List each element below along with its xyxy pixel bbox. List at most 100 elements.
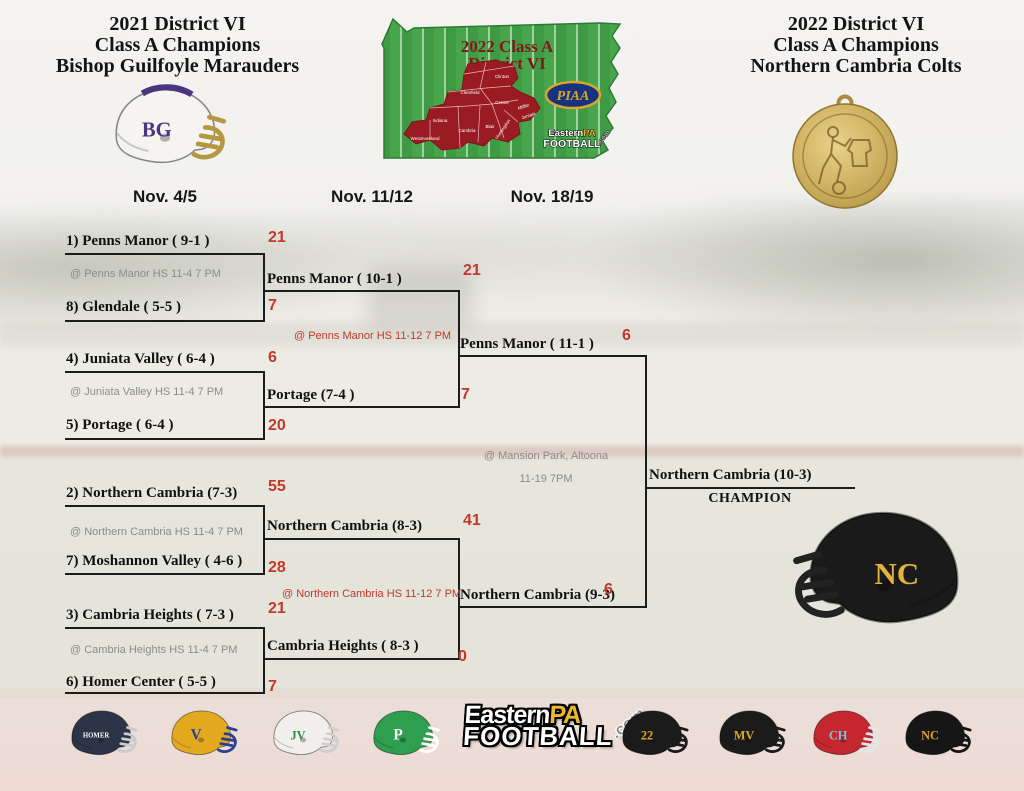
venue-label: @ Cambria Heights HS 11-4 7 PM — [70, 644, 238, 656]
district-map: 2022 Class A District VI Clinton Clearfi… — [381, 17, 622, 159]
county-label: Blair — [485, 124, 495, 129]
brand-pa: PA — [583, 128, 596, 139]
svg-text:V: V — [190, 726, 201, 743]
bracket-line — [65, 505, 265, 507]
county-label: Clinton — [495, 74, 510, 79]
left-title-line1: 2021 District VI — [109, 13, 246, 35]
district-region: Clinton Clearfield Centre Indiana Cambri… — [403, 59, 541, 151]
helmet-icon-northern-cambria: NC — [898, 705, 972, 765]
left-champion-title: 2021 District VI Class A Champions Bisho… — [25, 14, 330, 77]
bracket-line — [65, 371, 265, 373]
left-title-line3: Bishop Guilfoyle Marauders — [55, 55, 300, 77]
bracket-line — [263, 406, 460, 408]
team-label: 8) Glendale ( 5-5 ) — [66, 299, 181, 315]
team-label: Northern Cambria (8-3) — [267, 518, 422, 534]
svg-text:EasternPA: EasternPA — [548, 128, 595, 139]
team-label: 7) Moshannon Valley ( 4-6 ) — [66, 553, 243, 569]
score: 21 — [268, 229, 286, 246]
helmet-icon-moshannon-valley: MV — [712, 705, 786, 765]
svg-text:NC: NC — [921, 728, 939, 742]
bracket-line — [263, 253, 265, 322]
svg-text:MV: MV — [734, 728, 755, 742]
team-label: 4) Juniata Valley ( 6-4 ) — [66, 351, 215, 367]
right-title-line1: 2022 District VI — [787, 13, 925, 35]
svg-text:JV: JV — [291, 728, 306, 742]
bracket-line — [65, 320, 265, 322]
venue-label: @ Penns Manor HS 11-4 7 PM — [70, 268, 221, 280]
team-label: Cambria Heights ( 8-3 ) — [267, 638, 419, 654]
bracket-line — [645, 487, 855, 489]
venue-label: 11-19 7PM — [519, 473, 573, 485]
team-label: 6) Homer Center ( 5-5 ) — [66, 674, 216, 690]
helmet-icon-penns-manor: 22 — [615, 705, 689, 765]
right-champion-title: 2022 District VI Class A Champions North… — [700, 14, 1012, 77]
county-label: Indiana — [433, 118, 448, 123]
bracket-line — [458, 606, 647, 608]
venue-label: @ Juniata Valley HS 11-4 7 PM — [70, 386, 224, 398]
bracket-line — [458, 290, 460, 408]
svg-text:22: 22 — [641, 728, 653, 742]
date-final: Nov. 18/19 — [510, 187, 594, 206]
team-label: 3) Cambria Heights ( 7-3 ) — [66, 607, 234, 623]
county-label: Centre — [495, 100, 509, 105]
piaa-logo: PIAA — [544, 80, 602, 110]
venue-label: @ Mansion Park, Altoona — [483, 450, 609, 462]
bracket-line — [65, 573, 265, 575]
score: 0 — [458, 648, 467, 665]
county-label: Mifflin — [517, 102, 530, 111]
score: 7 — [268, 678, 277, 695]
piaa-champion-medal — [792, 94, 898, 209]
bracket-line — [263, 658, 460, 660]
date-semifinal: Nov. 11/12 — [331, 187, 413, 206]
team-label: Northern Cambria (9-3) — [460, 587, 615, 603]
background-treeline — [0, 198, 1024, 328]
venue-label: @ Northern Cambria HS 11-4 7 PM — [70, 526, 243, 538]
svg-text:HOMER: HOMER — [83, 732, 109, 739]
champion-label: CHAMPION — [708, 491, 792, 506]
bracket-line — [458, 538, 460, 660]
score: 6 — [622, 327, 631, 344]
champion-name: Northern Cambria (10-3) — [649, 467, 812, 483]
left-title-line2: Class A Champions — [94, 34, 261, 56]
score: 7 — [461, 386, 470, 403]
background-track-line — [0, 446, 1024, 457]
score: 41 — [463, 512, 481, 529]
helmet-icon-juniata-valley: JV — [266, 705, 340, 765]
team-label: Penns Manor ( 10-1 ) — [267, 271, 402, 287]
bracket-line — [65, 253, 265, 255]
county-label: Clearfield — [460, 90, 480, 95]
team-label: Portage (7-4 ) — [267, 387, 355, 403]
background-building — [368, 268, 473, 330]
bracket-line — [645, 355, 647, 608]
easternpa-mini-logo: EasternPA FOOTBALL .com — [543, 127, 613, 150]
svg-text:BG: BG — [142, 120, 172, 142]
svg-text:NC: NC — [875, 557, 920, 591]
easternpa-football-logo: EasternPA FOOTBALL .com — [462, 701, 648, 751]
northern-cambria-helmet-icon: NC — [792, 498, 977, 648]
svg-text:CH: CH — [829, 728, 848, 742]
right-title-line2: Class A Champions — [773, 34, 939, 56]
helmet-icon-cambria-heights: CH — [806, 705, 880, 765]
score: 6 — [604, 581, 613, 598]
score: 21 — [463, 262, 481, 279]
county-label: Cambria — [458, 128, 476, 133]
score: 20 — [268, 417, 286, 434]
bracket-line — [263, 538, 460, 540]
right-title-line3: Northern Cambria Colts — [750, 55, 962, 77]
bracket-line — [458, 355, 647, 357]
bishop-guilfoyle-helmet-icon: BG — [103, 80, 227, 179]
helmet-icon-glendale: V — [164, 705, 238, 765]
team-label: 5) Portage ( 6-4 ) — [66, 417, 174, 433]
brand-eastern: Eastern — [548, 128, 583, 139]
bracket-line — [263, 371, 265, 440]
venue-label: @ Penns Manor HS 11-12 7 PM — [294, 330, 452, 342]
helmet-icon-portage: P — [366, 705, 440, 765]
bracket-line — [263, 505, 265, 575]
bracket-line — [65, 692, 265, 694]
date-round1: Nov. 4/5 — [133, 187, 197, 206]
county-label: Westmoreland — [411, 136, 440, 141]
score: 21 — [268, 600, 286, 617]
team-label: Penns Manor ( 11-1 ) — [460, 336, 594, 352]
team-label: 1) Penns Manor ( 9-1 ) — [66, 233, 210, 249]
